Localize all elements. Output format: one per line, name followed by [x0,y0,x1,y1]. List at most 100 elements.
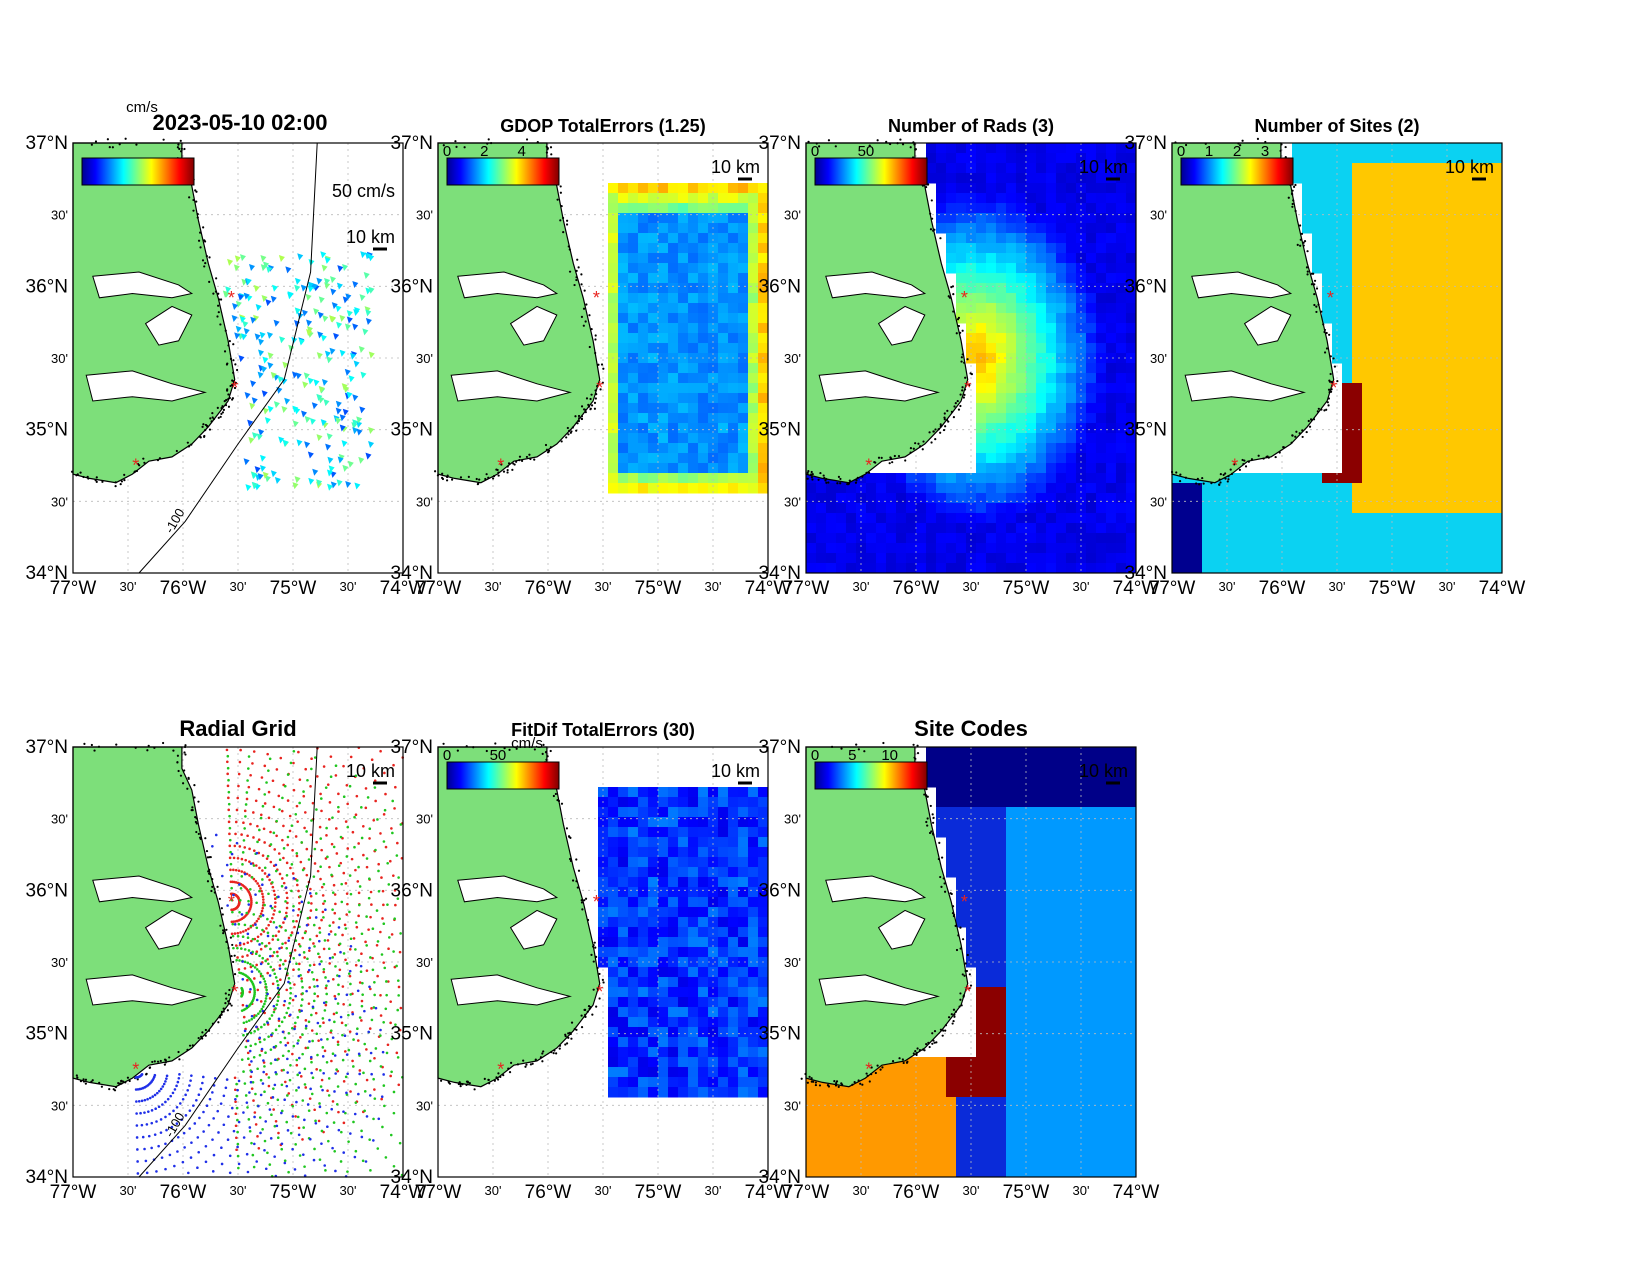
coast-dot [218,298,221,301]
field-cell [668,183,679,194]
field-cell [1096,363,1107,374]
radial-grid-point [258,943,261,946]
coast-dot [82,475,85,479]
radial-grid-point [273,972,276,976]
coast-dot [229,357,233,360]
current-vector [255,303,262,311]
radial-grid-point [281,838,284,842]
sound-water [144,305,193,346]
radial-grid-point [340,1130,343,1134]
lat-tick-label: 37°N [1125,133,1167,154]
field-cell [1016,533,1027,544]
radial-grid-point [286,843,290,847]
field-cell [1066,333,1077,344]
radial-grid-point [337,792,340,796]
radial-grid-point [235,808,239,812]
radial-grid-point [354,774,358,778]
coast-dot [445,479,449,482]
radial-grid-point [367,1030,370,1034]
field-cell [1116,293,1127,304]
field-cell [1462,393,1473,404]
radial-grid-point [274,934,278,937]
radial-grid-point [227,820,231,824]
field-cell [658,303,669,314]
radial-grid-point [389,1133,393,1137]
radial-grid-point [395,964,398,968]
field-cell [846,543,857,554]
field-cell [1016,183,1027,194]
radial-grid-point [232,868,235,872]
field-cell [1382,393,1393,404]
field-cell [1332,543,1343,554]
coast-dot [1210,481,1213,485]
radial-grid-point [329,775,333,778]
field-cell [976,223,987,234]
field-cell [1452,173,1463,184]
field-cell [718,383,729,394]
radial-grid-point [245,1101,249,1104]
field-cell [956,263,967,274]
field-cell [1036,163,1047,174]
radial-grid-point [256,882,259,885]
field-cell [1026,553,1037,564]
field-cell [1056,243,1067,254]
field-cell [1126,253,1137,264]
radial-grid-point [155,1120,158,1123]
field-cell [1096,233,1107,244]
field-cell [758,203,769,214]
radial-grid-point [292,877,296,880]
coast-dot [83,742,86,745]
coast-dot [218,897,221,900]
current-vector [344,368,351,376]
radial-grid-point [384,1156,388,1159]
radial-grid-point [202,1110,205,1114]
radial-grid-point [363,1109,366,1113]
coast-dot [597,363,600,366]
radial-grid-point [331,1052,335,1056]
coast-dot [1184,143,1188,147]
radial-grid-point [309,894,313,898]
radial-grid-point [286,1041,290,1045]
field-cell [1322,313,1333,324]
radial-grid-point [327,1094,331,1097]
field-cell [698,383,709,394]
coast-dot [580,315,584,318]
field-cell [1046,263,1057,274]
radial-grid-point [211,1138,214,1141]
field-cell [1392,523,1403,534]
radial-grid-point [389,1021,392,1025]
lat-minor-label: 30' [784,494,801,509]
radial-grid-point [313,862,317,865]
field-cell [1442,303,1453,314]
radial-grid-point [294,1115,297,1118]
field-cell [936,163,947,174]
field-cell [1492,263,1503,274]
radial-grid-point [318,926,321,930]
field-cell [936,493,947,504]
radial-grid-point [283,1036,287,1040]
field-cell [1036,563,1047,574]
coast-dot [224,992,227,995]
field-cell [1066,163,1077,174]
coast-dot [192,198,195,202]
field-cell [608,313,619,324]
coast-dot [1323,351,1327,354]
radial-grid-point [349,937,353,941]
field-cell [1322,273,1333,284]
current-vector [251,397,258,405]
radial-grid-point [294,835,298,838]
field-cell [1056,163,1067,174]
radial-grid-point [276,1136,280,1140]
field-cell [1036,483,1047,494]
field-cell [658,423,669,434]
radial-grid-point [314,1121,318,1125]
radial-grid-point [318,825,322,829]
radial-grid-point [264,959,267,963]
field-cell [1086,493,1097,504]
radial-grid-point [321,1088,324,1092]
current-vector [273,319,280,327]
coast-dot [206,880,210,883]
field-cell [976,253,987,264]
radial-grid-point [264,985,268,989]
radial-grid-point [283,917,287,921]
